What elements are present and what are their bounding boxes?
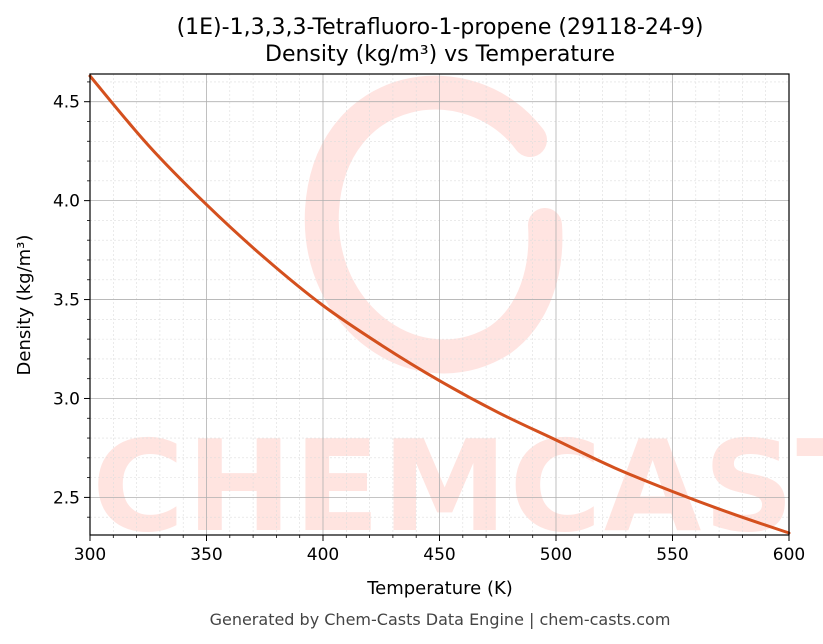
x-tick-label: 600 bbox=[773, 545, 805, 565]
x-axis-label: Temperature (K) bbox=[366, 578, 513, 599]
density-series-line bbox=[88, 74, 791, 535]
y-tick-label: 4.0 bbox=[53, 192, 80, 212]
y-tick-label: 3.0 bbox=[53, 389, 80, 409]
y-axis-label: Density (kg/m³) bbox=[14, 235, 35, 376]
watermark: CHEMCASTS bbox=[92, 75, 823, 560]
series-layer bbox=[88, 74, 791, 535]
x-tick-label: 500 bbox=[540, 545, 572, 565]
watermark-logo-arc bbox=[304, 75, 563, 374]
y-tick-label: 4.5 bbox=[53, 93, 80, 113]
x-tick-label: 550 bbox=[656, 545, 688, 565]
x-tick-label: 450 bbox=[423, 545, 455, 565]
y-tick-label: 3.5 bbox=[53, 291, 80, 311]
watermark-text: CHEMCASTS bbox=[92, 413, 823, 560]
x-tick-label: 350 bbox=[190, 545, 222, 565]
y-tick-label: 2.5 bbox=[53, 488, 80, 508]
x-tick-label: 400 bbox=[307, 545, 339, 565]
footer-credit: Generated by Chem-Casts Data Engine | ch… bbox=[210, 610, 671, 629]
x-axis: 300 350 400 450 500 550 600 bbox=[74, 535, 805, 565]
x-tick-label: 300 bbox=[74, 545, 106, 565]
chart-subtitle: Density (kg/m³) vs Temperature bbox=[265, 42, 615, 67]
y-axis: 2.5 3.0 3.5 4.0 4.5 bbox=[53, 81, 90, 518]
chart-title: (1E)-1,3,3,3-Tetrafluoro-1-propene (2911… bbox=[177, 15, 704, 40]
